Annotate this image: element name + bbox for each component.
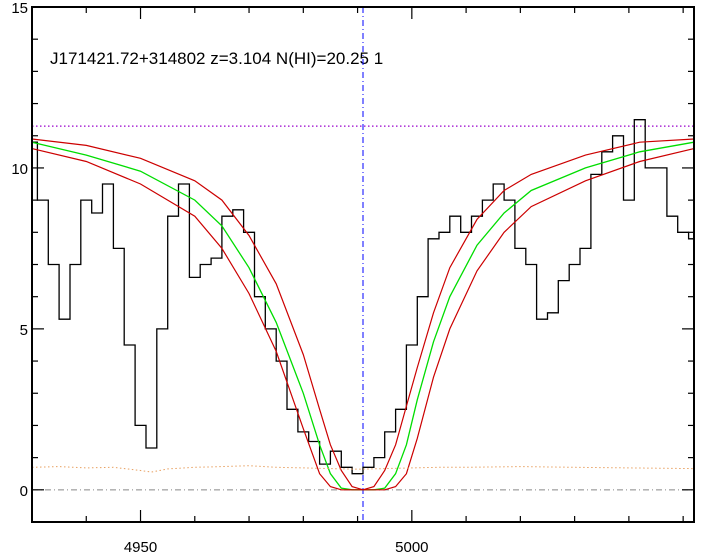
plot-frame — [31, 6, 695, 523]
y-tick-label: 15 — [11, 0, 28, 17]
fit-upper-series — [31, 138, 695, 491]
fit-lower-series — [31, 148, 695, 491]
y-tick-label: 0 — [20, 483, 28, 500]
chart-title: J171421.72+314802 z=3.104 N(HI)=20.25 1 — [50, 49, 383, 68]
spectrum-series — [32, 119, 694, 475]
y-tick-label: 10 — [11, 161, 28, 178]
x-tick-label: 4950 — [124, 539, 157, 556]
x-tick-label: 5000 — [395, 539, 428, 556]
y-tick-label: 5 — [20, 322, 28, 339]
